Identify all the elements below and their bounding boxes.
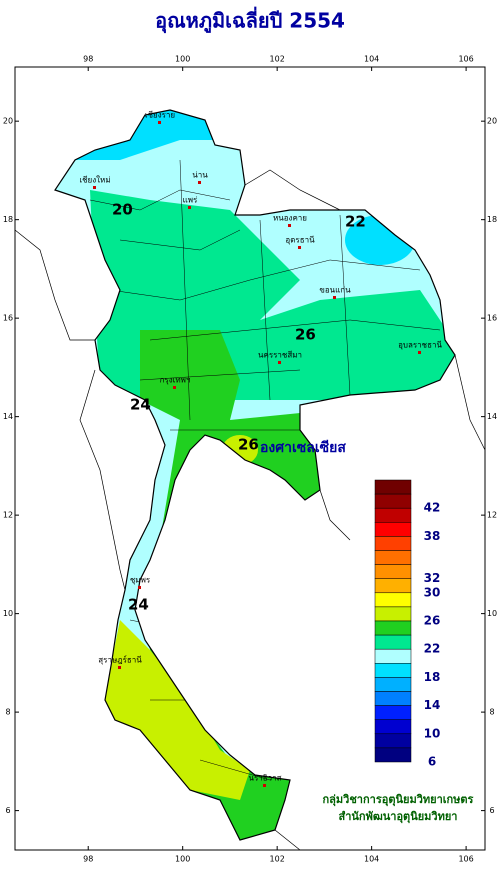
y-tick-label: 14	[3, 412, 13, 421]
legend-label: 32	[424, 571, 441, 585]
x-tick-label: 102	[270, 855, 285, 864]
y-tick-label: 8	[489, 708, 494, 717]
legend-swatch	[374, 705, 412, 720]
x-tick-label: 106	[458, 55, 473, 64]
place-label: แพร่	[183, 196, 198, 205]
legend-swatch	[374, 550, 412, 565]
legend-label: 6	[428, 755, 436, 769]
legend-label: 22	[424, 642, 441, 656]
map-title: อุณหภูมิเฉลี่ยปี 2554	[155, 6, 345, 35]
credit-line: กลุ่มวิชาการอุตุนิยมวิทยาเกษตร	[323, 793, 474, 807]
legend-swatch	[374, 648, 412, 664]
place-marker	[288, 224, 291, 227]
place-marker	[138, 586, 141, 589]
contour-label: 22	[345, 213, 366, 231]
place-marker	[263, 784, 266, 787]
y-tick-label: 18	[3, 215, 13, 224]
place-label: อุบลราชธานี	[398, 341, 442, 350]
legend-swatch	[374, 536, 412, 551]
x-tick-label: 98	[83, 55, 93, 64]
legend-swatch	[374, 719, 412, 735]
y-tick-label: 14	[487, 412, 497, 421]
legend-swatch	[374, 747, 412, 763]
legend-label: 14	[424, 698, 441, 712]
legend-label: 42	[424, 501, 441, 515]
y-tick-label: 18	[487, 215, 497, 224]
contour-label: 26	[238, 436, 259, 454]
legend-swatch	[374, 733, 412, 749]
legend-swatch	[374, 592, 412, 608]
place-marker	[158, 121, 161, 124]
x-tick-label: 98	[83, 855, 93, 864]
x-tick-label: 104	[364, 855, 379, 864]
y-tick-label: 20	[3, 117, 13, 126]
place-marker	[333, 296, 336, 299]
place-marker	[278, 361, 281, 364]
place-label: หนองคาย	[273, 214, 307, 223]
place-marker	[173, 386, 176, 389]
legend-swatch	[374, 634, 412, 650]
place-label: กรุงเทพฯ	[160, 376, 191, 385]
y-tick-label: 16	[487, 314, 497, 323]
y-tick-label: 10	[487, 609, 497, 618]
y-tick-label: 20	[487, 117, 497, 126]
y-tick-label: 8	[5, 708, 10, 717]
place-marker	[198, 181, 201, 184]
legend-label: 10	[424, 726, 441, 740]
place-label: เชียงใหม่	[79, 176, 110, 185]
legend-swatch	[374, 493, 412, 509]
legend-swatch	[374, 578, 412, 594]
legend-swatch	[374, 691, 412, 706]
contour-label: 24	[130, 396, 151, 414]
credit-line: สำนักพัฒนาอุตุนิยมวิทยา	[339, 810, 458, 824]
legend-swatch	[374, 677, 412, 692]
legend-swatch	[374, 522, 412, 537]
y-tick-label: 6	[489, 806, 494, 815]
y-tick-label: 12	[487, 511, 497, 520]
country-outline	[54, 109, 456, 841]
place-label: ชุมพร	[130, 576, 151, 585]
legend-swatch	[374, 564, 412, 579]
y-tick-label: 16	[3, 314, 13, 323]
x-tick-label: 100	[175, 55, 190, 64]
x-tick-label: 100	[175, 855, 190, 864]
y-tick-label: 6	[5, 806, 10, 815]
x-tick-label: 106	[458, 855, 473, 864]
legend-swatch	[374, 606, 412, 622]
place-marker	[118, 666, 121, 669]
place-label: สุราษฎร์ธานี	[98, 655, 142, 665]
place-label: อุดรธานี	[285, 236, 315, 245]
place-marker	[188, 206, 191, 209]
contour-label: 24	[128, 596, 149, 614]
legend-swatch	[374, 479, 412, 495]
province-borders	[89, 159, 441, 781]
legend-swatch	[374, 620, 412, 636]
legend-label: 18	[424, 670, 441, 684]
place-label: นครราชสีมา	[258, 351, 302, 360]
place-label: น่าน	[192, 171, 208, 180]
legend-label: 30	[424, 585, 441, 599]
place-label: นราธิวาส	[248, 774, 281, 783]
contour-label: 20	[112, 201, 133, 219]
y-tick-label: 12	[3, 511, 13, 520]
legend-label: 26	[424, 614, 441, 628]
legend-label: 38	[424, 529, 441, 543]
legend-swatch	[374, 663, 412, 678]
place-marker	[298, 246, 301, 249]
neighbor-borders	[14, 169, 486, 851]
place-label: ขอนแก่น	[319, 286, 351, 295]
y-tick-label: 10	[3, 609, 13, 618]
x-tick-label: 104	[364, 55, 379, 64]
legend-swatch	[374, 507, 412, 523]
contour-label: 26	[295, 326, 316, 344]
place-marker	[418, 351, 421, 354]
place-label: เชียงราย	[145, 111, 175, 120]
x-tick-label: 102	[270, 55, 285, 64]
legend-title: องศาเซลเซียส	[260, 440, 346, 456]
place-marker	[93, 186, 96, 189]
